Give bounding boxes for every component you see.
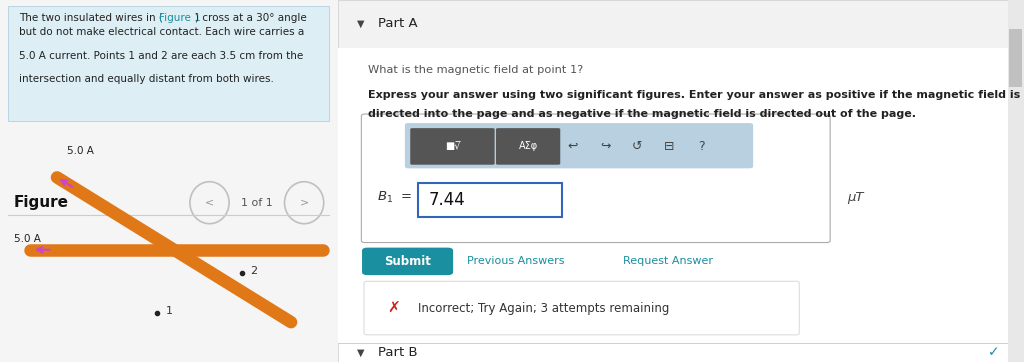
Bar xyxy=(1010,29,1022,87)
Text: ↩: ↩ xyxy=(567,140,579,153)
Text: ↪: ↪ xyxy=(600,140,610,153)
Bar xyxy=(338,343,1008,362)
Bar xyxy=(418,183,562,217)
Text: <: < xyxy=(205,198,214,208)
Text: ✗: ✗ xyxy=(387,300,400,316)
Text: What is the magnetic field at point 1?: What is the magnetic field at point 1? xyxy=(368,65,584,75)
Text: Submit: Submit xyxy=(384,255,431,268)
FancyBboxPatch shape xyxy=(361,114,830,243)
Text: 5.0 A current. Points 1 and 2 are each 3.5 cm from the: 5.0 A current. Points 1 and 2 are each 3… xyxy=(18,51,303,61)
FancyBboxPatch shape xyxy=(404,123,753,168)
FancyBboxPatch shape xyxy=(8,6,330,121)
Text: ↺: ↺ xyxy=(632,140,642,153)
Text: 5.0 A: 5.0 A xyxy=(68,146,94,156)
Text: ✓: ✓ xyxy=(987,346,999,359)
Text: intersection and equally distant from both wires.: intersection and equally distant from bo… xyxy=(18,74,273,84)
FancyBboxPatch shape xyxy=(362,248,453,275)
Text: $B_1$  =: $B_1$ = xyxy=(377,190,412,205)
Text: ?: ? xyxy=(698,140,705,153)
Text: 2: 2 xyxy=(250,266,257,277)
Text: ■√̅: ■√̅ xyxy=(444,142,460,151)
Text: Request Answer: Request Answer xyxy=(623,256,713,266)
Text: Figure: Figure xyxy=(13,195,69,210)
Bar xyxy=(338,0,1008,48)
Text: ) cross at a 30° angle: ) cross at a 30° angle xyxy=(195,13,307,23)
Bar xyxy=(338,48,1008,348)
Text: 1 of 1: 1 of 1 xyxy=(241,198,272,208)
Text: Incorrect; Try Again; 3 attempts remaining: Incorrect; Try Again; 3 attempts remaini… xyxy=(418,302,669,315)
Text: Express your answer using two significant figures. Enter your answer as positive: Express your answer using two significan… xyxy=(368,90,1020,101)
Text: directed into the page and as negative if the magnetic field is directed out of : directed into the page and as negative i… xyxy=(368,109,916,119)
Text: The two insulated wires in (: The two insulated wires in ( xyxy=(18,13,163,23)
Text: Figure 1: Figure 1 xyxy=(159,13,201,23)
Text: 1: 1 xyxy=(166,306,173,316)
Text: Previous Answers: Previous Answers xyxy=(467,256,564,266)
Text: ΑΣφ: ΑΣφ xyxy=(518,142,538,151)
Text: Part A: Part A xyxy=(378,17,418,30)
Text: μT: μT xyxy=(847,191,863,204)
Text: >: > xyxy=(299,198,309,208)
Text: ▼: ▼ xyxy=(356,348,365,358)
Text: ⊟: ⊟ xyxy=(665,140,675,153)
FancyBboxPatch shape xyxy=(411,128,495,165)
Text: 7.44: 7.44 xyxy=(428,191,465,209)
Text: Part B: Part B xyxy=(378,346,418,359)
Text: but do not make electrical contact. Each wire carries a: but do not make electrical contact. Each… xyxy=(18,27,304,37)
Text: 5.0 A: 5.0 A xyxy=(13,234,40,244)
FancyBboxPatch shape xyxy=(365,281,800,335)
Text: ▼: ▼ xyxy=(356,19,365,29)
FancyBboxPatch shape xyxy=(496,128,560,165)
